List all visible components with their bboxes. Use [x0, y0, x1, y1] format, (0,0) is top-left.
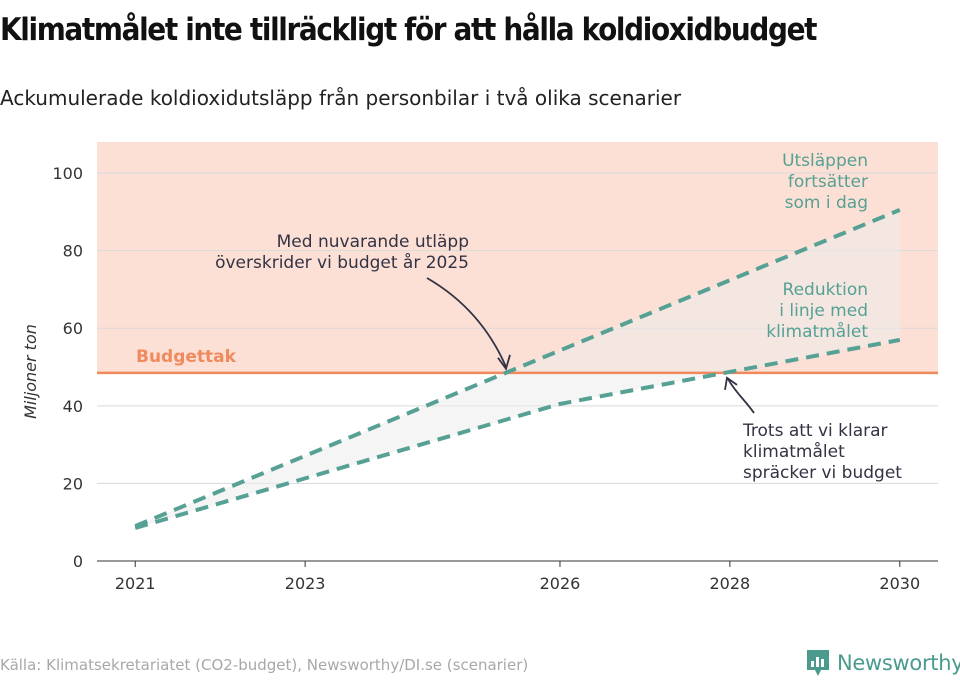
y-tick-label: 20: [63, 474, 83, 493]
annotation-budget-breach: Trots att vi klarar klimatmålet spräcker v…: [742, 421, 902, 483]
x-tick-label: 2023: [285, 574, 326, 593]
x-tick-label: 2030: [879, 574, 920, 593]
chart-title: Klimatmålet inte tillräckligt för att hå…: [0, 12, 818, 48]
brand-name: Newsworthy: [837, 651, 960, 675]
series-line-1: [134, 208, 901, 528]
chart-subtitle: Ackumulerade koldioxidutsläpp från perso…: [0, 86, 682, 110]
annotation-arrowhead-2: [724, 376, 738, 390]
x-tick-label: 2028: [710, 574, 751, 593]
source-note: Källa: Klimatsekretariatet (CO2-budget),…: [0, 656, 529, 674]
y-tick-label: 40: [63, 397, 83, 416]
annotation-arrowhead-1: [497, 354, 511, 371]
y-tick-label: 100: [52, 164, 83, 183]
y-tick-label: 60: [63, 319, 83, 338]
y-tick-label: 0: [73, 552, 83, 571]
x-tick-label: 2026: [540, 574, 581, 593]
brand: Newsworthy: [805, 648, 960, 678]
x-tick-label: 2021: [115, 574, 156, 593]
newsworthy-logo-icon: [807, 650, 829, 676]
series-label-2: Reduktion i linje med klimatmålet: [766, 280, 868, 342]
y-axis-title: Miljoner ton: [21, 324, 40, 419]
annotation-arrow-2: [727, 378, 755, 414]
y-tick-label: 80: [63, 242, 83, 261]
annotation-arrow-1: [426, 277, 507, 368]
series-label-1: Utsläppen fortsätter som i dag: [782, 151, 868, 213]
annotation-overshoot-2025: Med nuvarande utläpp överskrider vi budge…: [215, 232, 469, 273]
line-chart: Budgettak 0 20 40 60 80 100 2021 2023 2026 2028 2…: [21, 142, 938, 593]
budget-label: Budgettak: [136, 347, 237, 367]
